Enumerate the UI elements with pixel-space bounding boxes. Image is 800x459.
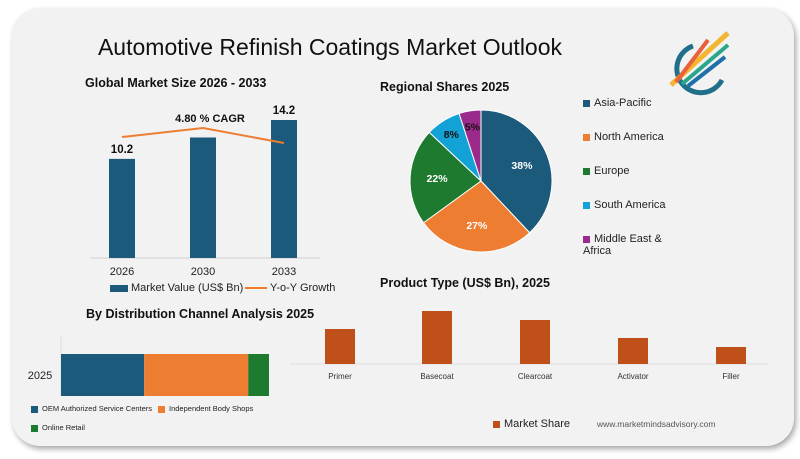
pie-slice-asia-pacific	[480, 109, 553, 234]
legend-label: Middle East & Africa	[583, 233, 662, 257]
legend-middle-east-africa: Middle East & Africa	[583, 233, 673, 257]
legend-swatch	[158, 405, 165, 413]
legend-swatch	[493, 420, 500, 428]
market-size-title: Global Market Size 2026 - 2033	[85, 76, 267, 90]
legend-north-america: North America	[583, 131, 664, 143]
legend-independent: Independent Body Shops	[158, 404, 253, 413]
cagr-annotation: 4.80 % CAGR	[175, 113, 245, 125]
legend-swatch	[583, 167, 590, 175]
tick-label: Primer	[328, 372, 352, 381]
legend-swatch	[245, 287, 267, 290]
legend-label: Europe	[594, 165, 630, 177]
legend-market-share: Market Share	[493, 418, 570, 430]
tick-label: Filler	[722, 372, 740, 381]
legend-asia-pacific: Asia-Pacific	[583, 97, 651, 109]
bar-clearcoat	[520, 320, 550, 364]
legend-label: Y-o-Y Growth	[270, 282, 336, 294]
legend-swatch	[31, 405, 38, 413]
regional-shares-title: Regional Shares 2025	[380, 80, 510, 94]
bar-2030	[190, 137, 216, 258]
legend-market-value: Market Value (US$ Bn)	[110, 282, 243, 294]
legend-label: Market Value (US$ Bn)	[131, 282, 244, 294]
pie-slice-middle-east-africa	[458, 109, 482, 182]
legend-swatch	[583, 235, 590, 243]
data-label: 14.2	[273, 105, 295, 117]
legend-label: Market Share	[504, 418, 571, 430]
slice-label: 8%	[444, 129, 460, 141]
legend-swatch	[31, 424, 38, 432]
tick-label: Basecoat	[420, 372, 454, 381]
segment-online-retail	[248, 354, 269, 396]
legend-oem: OEM Authorized Service Centers	[31, 404, 152, 413]
legend-swatch	[583, 201, 590, 209]
legend-europe: Europe	[583, 165, 629, 177]
bar-filler	[716, 347, 746, 364]
tick-label: 2030	[191, 266, 215, 278]
bar-activator	[618, 338, 648, 364]
legend-label: Online Retail	[42, 423, 85, 432]
data-label: 10.2	[111, 144, 133, 156]
tick-label: Clearcoat	[518, 372, 553, 381]
category-label: 2025	[28, 370, 52, 382]
legend-online: Online Retail	[31, 423, 85, 432]
legend-growth: Y-o-Y Growth	[245, 282, 335, 294]
legend-south-america: South America	[583, 199, 666, 211]
tick-label: 2026	[110, 266, 134, 278]
pie-slice-europe	[409, 131, 482, 224]
segment-oem-authorized-service-centers	[61, 354, 145, 396]
slice-label: 27%	[466, 220, 488, 232]
legend-swatch	[583, 99, 590, 107]
legend-swatch	[110, 284, 128, 292]
tick-label: Activator	[617, 372, 648, 381]
pie-slice-north-america	[422, 180, 531, 253]
legend-swatch	[583, 133, 590, 141]
slice-label: 5%	[465, 121, 481, 133]
distribution-title: By Distribution Channel Analysis 2025	[86, 307, 315, 321]
page-title: Automotive Refinish Coatings Market Outl…	[97, 34, 563, 60]
segment-independent-body-shops	[144, 354, 249, 396]
legend-label: South America	[594, 199, 666, 211]
footer-url[interactable]: www.marketmindsadvisory.com	[597, 419, 716, 429]
slice-label: 38%	[511, 160, 533, 172]
tick-label: 2033	[272, 266, 296, 278]
legend-label: North America	[594, 131, 664, 143]
slice-label: 22%	[427, 173, 449, 185]
growth-line	[121, 126, 285, 144]
bar-primer	[325, 329, 355, 364]
bar-2026	[109, 158, 135, 258]
legend-label: Asia-Pacific	[594, 97, 652, 109]
legend-label: OEM Authorized Service Centers	[42, 404, 153, 413]
legend-label: Independent Body Shops	[169, 404, 254, 413]
product-type-title: Product Type (US$ Bn), 2025	[380, 276, 550, 290]
bar-basecoat	[422, 311, 452, 364]
